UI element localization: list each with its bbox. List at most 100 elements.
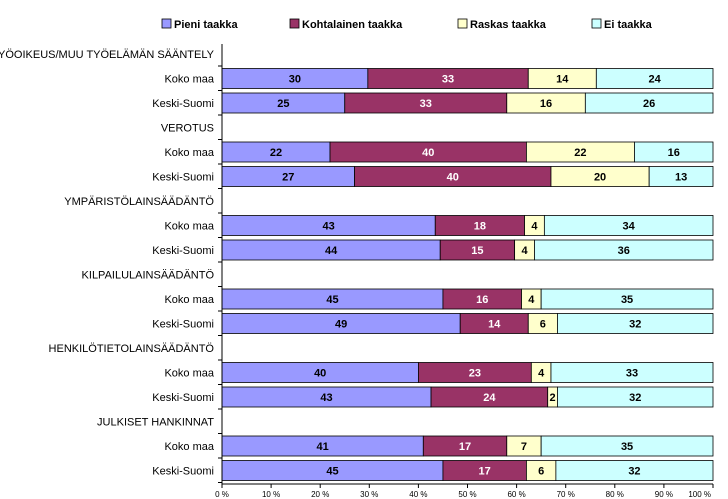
data-label: 15: [471, 245, 483, 257]
data-label: 43: [323, 221, 335, 233]
data-label: 40: [447, 172, 459, 184]
bar-segment-ei-taakka: [557, 313, 714, 334]
data-label: 2: [550, 392, 556, 404]
x-tick-label: 30 %: [360, 490, 378, 499]
row-label: Koko maa: [164, 441, 214, 453]
x-axis: 0 % 10 % 20 % 30 % 40 % 50 % 60 % 70 % 80 % 90 % 1…: [215, 44, 714, 499]
x-tick-label: 0 %: [215, 490, 229, 499]
data-label: 13: [675, 172, 687, 184]
x-tick-label: 50 %: [458, 490, 476, 499]
row-label: Keski-Suomi: [152, 98, 214, 110]
row-label: Keski-Suomi: [152, 245, 214, 257]
bar-segment-ei-taakka: [595, 68, 714, 89]
group-label: KILPAILULAINSÄÄDÄNTÖ: [82, 270, 215, 282]
data-label: 16: [668, 147, 680, 159]
bar-segment-ei-taakka: [648, 166, 714, 187]
row-label: Koko maa: [164, 368, 214, 380]
bar-segment-ei-taakka: [557, 386, 714, 408]
data-label: 17: [459, 441, 471, 453]
data-label: 32: [629, 392, 641, 404]
legend-swatch-kohtalainen-taakka: [289, 18, 300, 29]
data-label: 25: [277, 98, 289, 110]
data-label: 33: [442, 74, 454, 86]
x-tick-label: 90 %: [655, 490, 673, 499]
row-label: Keski-Suomi: [152, 392, 214, 404]
row-label: Keski-Suomi: [152, 172, 214, 184]
data-label: 4: [538, 368, 545, 380]
data-label: 23: [469, 368, 481, 380]
data-label: 14: [556, 74, 569, 86]
row-label: Koko maa: [164, 147, 214, 159]
bar-segment-ei-taakka: [540, 435, 714, 457]
data-label: 27: [282, 172, 294, 184]
group-label: VEROTUS: [161, 123, 214, 135]
group-label: JULKISET HANKINNAT: [97, 417, 214, 429]
group-label: TYÖOIKEUS/MUU TYÖELÄMÄN SÄÄNTELY: [0, 49, 215, 61]
data-label: 30: [289, 74, 301, 86]
legend-label-raskas-taakka: Raskas taakka: [470, 19, 547, 31]
data-label: 40: [422, 147, 434, 159]
x-tick-label: 80 %: [606, 490, 624, 499]
row-label: Keski-Suomi: [152, 466, 214, 478]
data-label: 18: [474, 221, 486, 233]
x-tick-label: 20 %: [311, 490, 329, 499]
data-label: 4: [521, 245, 528, 257]
x-tick-label: 100 %: [688, 490, 711, 499]
data-label: 7: [521, 441, 527, 453]
bar-segment-ei-taakka: [550, 362, 714, 383]
data-label: 20: [594, 172, 606, 184]
data-label: 22: [270, 147, 282, 159]
data-label: 6: [540, 319, 546, 331]
legend-swatch-raskas-taakka: [457, 18, 468, 29]
row-label: Koko maa: [164, 74, 214, 86]
x-tick-label: 10 %: [262, 490, 280, 499]
legend: Pieni taakka Kohtalainen taakka Raskas taa…: [161, 18, 653, 31]
data-label: 6: [538, 466, 544, 478]
data-label: 17: [479, 466, 491, 478]
x-tick-label: 60 %: [507, 490, 525, 499]
data-label: 33: [420, 98, 432, 110]
data-label: 43: [320, 392, 332, 404]
data-label: 16: [540, 98, 552, 110]
legend-label-kohtalainen-taakka: Kohtalainen taakka: [302, 19, 403, 31]
bar-segment-ei-taakka: [534, 239, 714, 261]
bar-segment-ei-taakka: [555, 460, 714, 481]
data-label: 4: [528, 294, 535, 306]
x-tick-label: 70 %: [557, 490, 575, 499]
data-label: 35: [621, 294, 633, 306]
data-label: 45: [326, 466, 338, 478]
data-label: 33: [626, 368, 638, 380]
legend-swatch-pieni-taakka: [161, 18, 172, 29]
bar-segment-ei-taakka: [543, 215, 714, 236]
legend-label-ei-taakka: Ei taakka: [604, 19, 653, 31]
data-label: 32: [628, 466, 640, 478]
x-tick-label: 40 %: [409, 490, 427, 499]
legend-label-pieni-taakka: Pieni taakka: [174, 19, 238, 31]
data-label: 35: [621, 441, 633, 453]
row-label: Koko maa: [164, 221, 214, 233]
data-label: 22: [574, 147, 586, 159]
data-label: 4: [531, 221, 538, 233]
data-label: 16: [476, 294, 488, 306]
bar-segment-ei-taakka: [634, 141, 714, 163]
legend-swatch-ei-taakka: [591, 18, 602, 29]
data-label: 26: [643, 98, 655, 110]
row-label: Keski-Suomi: [152, 319, 214, 331]
row-label: Koko maa: [164, 294, 214, 306]
data-label: 40: [314, 368, 326, 380]
data-label: 44: [325, 245, 338, 257]
data-label: 24: [649, 74, 662, 86]
data-label: 24: [483, 392, 496, 404]
group-label: YMPÄRISTÖLAINSÄÄDÄNTÖ: [64, 196, 214, 208]
group-label: HENKILÖTIETOLAINSÄÄDÄNTÖ: [49, 343, 215, 355]
data-label: 41: [317, 441, 329, 453]
data-label: 36: [618, 245, 630, 257]
row-labels: TYÖOIKEUS/MUU TYÖELÄMÄN SÄÄNTELY Koko maa…: [0, 49, 215, 478]
data-label: 34: [623, 221, 636, 233]
bar-segment-ei-taakka: [540, 288, 714, 310]
data-label: 14: [488, 319, 501, 331]
data-label: 32: [629, 319, 641, 331]
bar-segment-ei-taakka: [584, 92, 714, 114]
